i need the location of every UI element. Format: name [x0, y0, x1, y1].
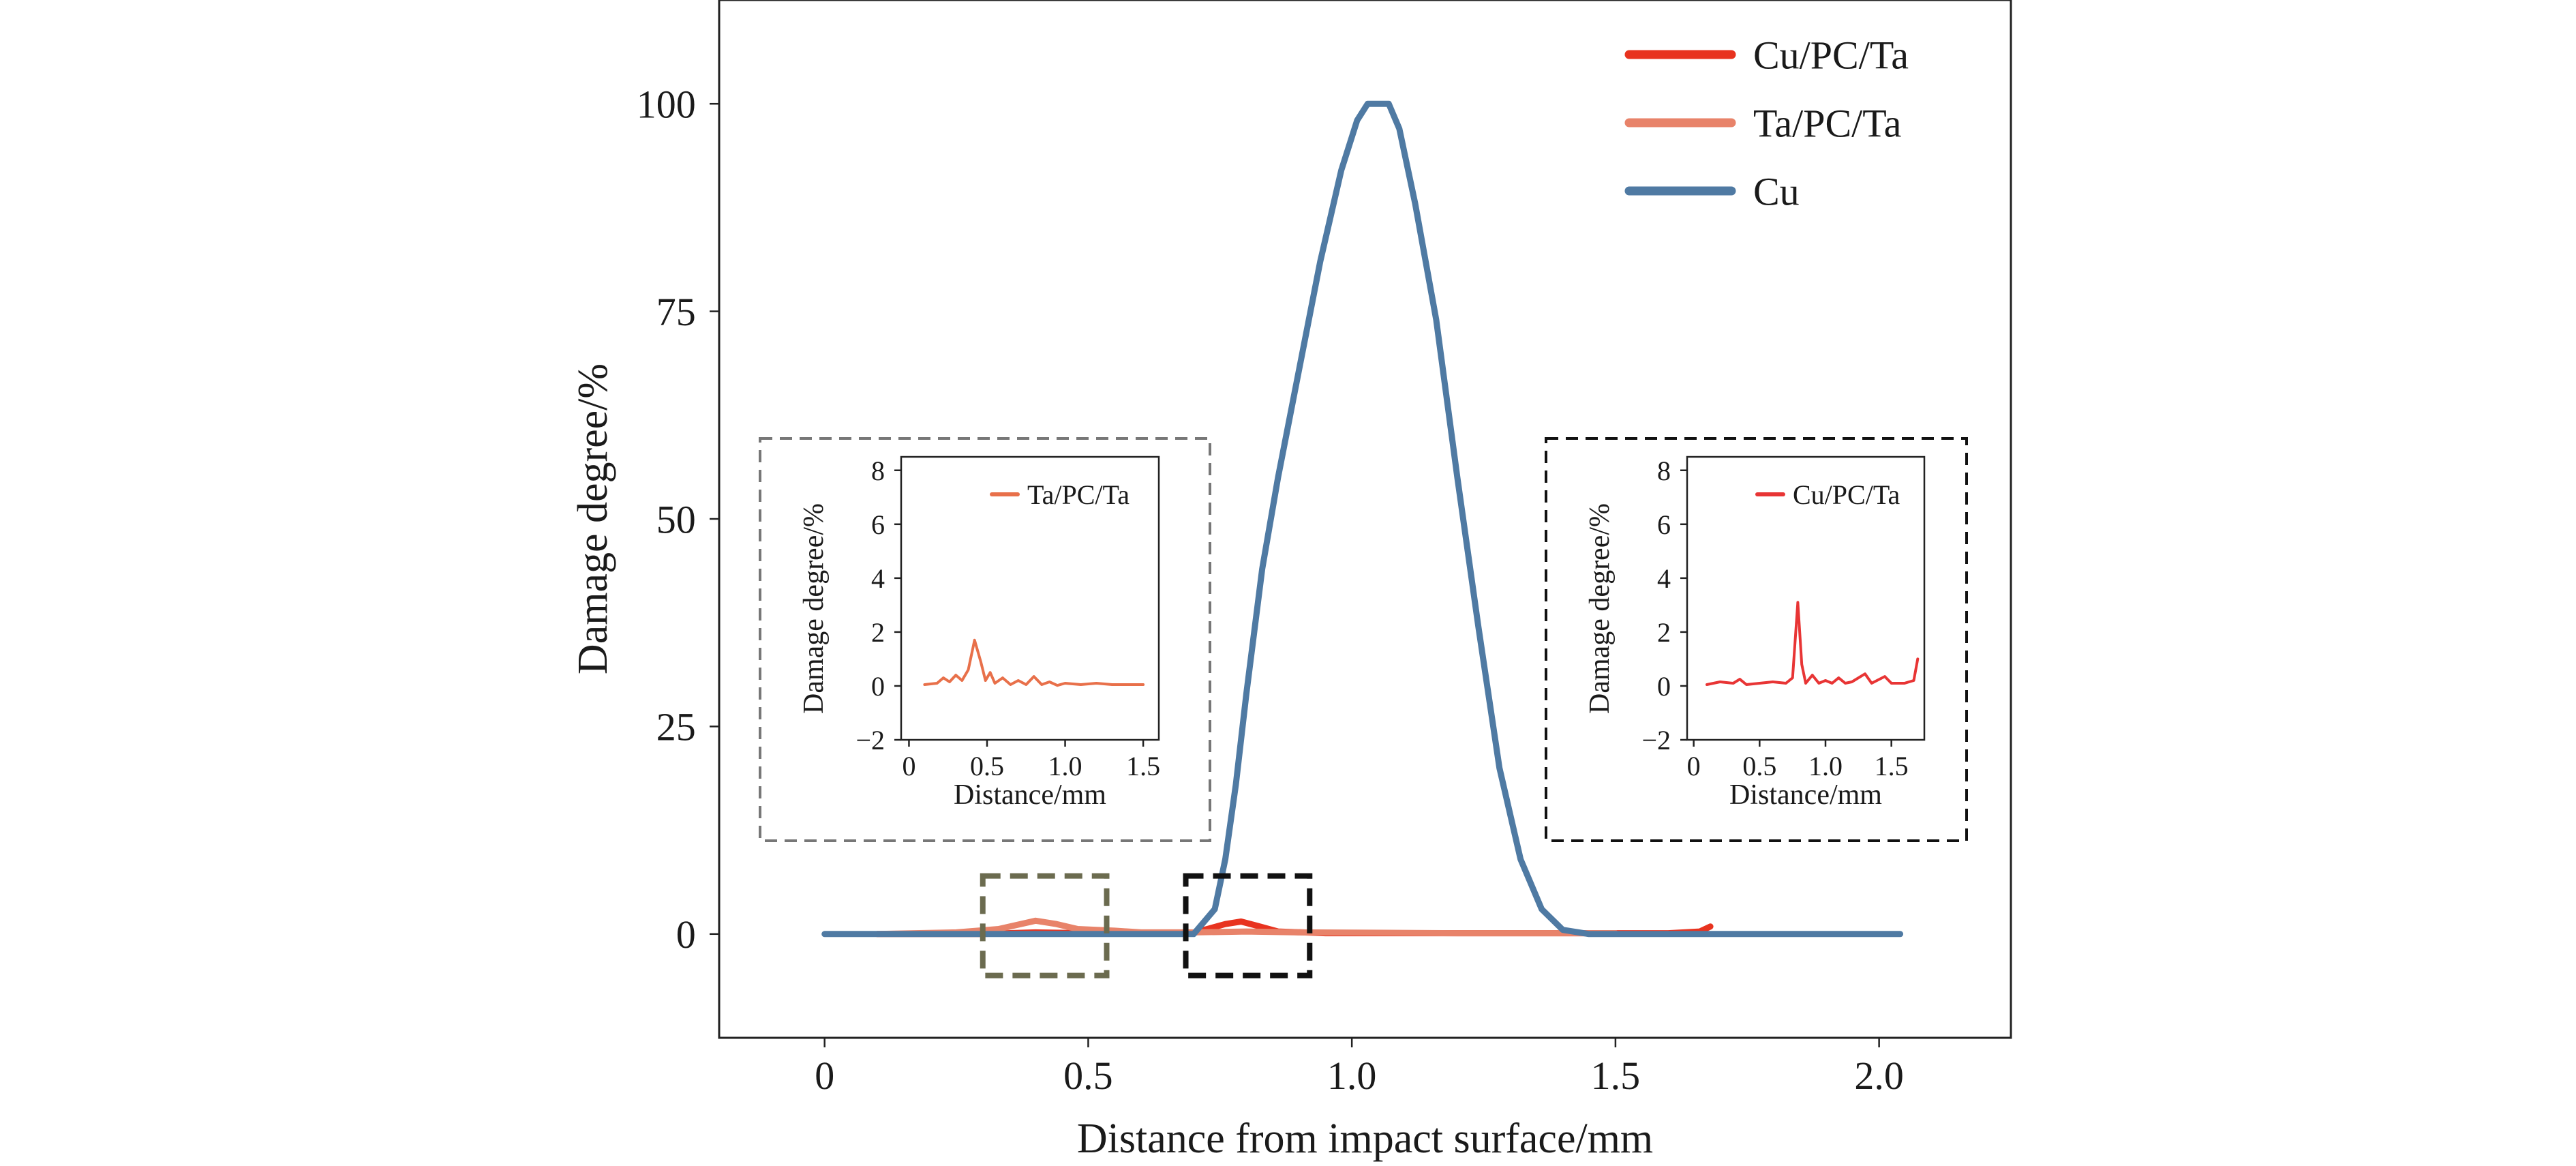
x-tick-label: 1.0: [1327, 1053, 1377, 1098]
inset-right-x-axis-label: Distance/mm: [1729, 779, 1882, 811]
inset-right-y-tick-label: 8: [1657, 455, 1671, 486]
legend-label-cu-pc-ta: Cu/PC/Ta: [1753, 33, 1909, 77]
inset-right-y-axis-label: Damage degree/%: [1584, 503, 1616, 714]
y-tick-label: 25: [656, 705, 696, 749]
series-ta-pc-ta-line: [874, 917, 1619, 938]
inset-right-x-tick-label: 0: [1687, 751, 1701, 781]
inset-right-x-tick-label: 0.5: [1742, 751, 1776, 781]
highlight-box-cu-region: [1183, 873, 1313, 978]
series-cu-line: [821, 100, 1904, 938]
inset-left-plot-frame: [900, 455, 1160, 741]
inset-right-panel: [1545, 437, 1968, 842]
highlight-box-ta-region: [980, 873, 1110, 978]
inset-right-y-tick-label: 2: [1657, 617, 1671, 648]
inset-left-x-tick-label: 0.5: [970, 751, 1004, 781]
y-tick-label: 100: [637, 83, 696, 127]
inset-left-y-tick-label: 2: [871, 617, 885, 648]
y-axis-label: Damage degree/%: [570, 363, 616, 674]
inset-left-x-axis-label: Distance/mm: [954, 779, 1106, 811]
x-axis-label: Distance from impact surface/mm: [1077, 1116, 1653, 1162]
inset-right-plot-frame: [1686, 455, 1926, 741]
x-tick-label: 2.0: [1854, 1053, 1904, 1098]
inset-left-legend-label-ta-pc-ta: Ta/PC/Ta: [1027, 479, 1130, 510]
inset-left-y-axis-label: Damage degree/%: [798, 503, 830, 714]
inset-right-x-tick-label: 1.5: [1875, 751, 1909, 781]
inset-right-legend-label-cu-pc-ta: Cu/PC/Ta: [1793, 479, 1900, 510]
inset-left-y-tick-label: 6: [871, 509, 885, 540]
legend-label-ta-pc-ta: Ta/PC/Ta: [1753, 101, 1901, 145]
inset-left-y-tick-label: −2: [855, 725, 885, 756]
inset_left-chart: 0 0.5 1.0 1.5 −2 0 2 4 6 8 Distance/mm Damage degre…: [798, 455, 1160, 811]
inset-right-y-tick-label: 4: [1657, 563, 1671, 594]
x-tick-label: 1.5: [1591, 1053, 1641, 1098]
legend-label-cu: Cu: [1753, 169, 1800, 213]
inset-left-x-tick-label: 1.5: [1126, 751, 1160, 781]
x-tick-label: 0.5: [1063, 1053, 1113, 1098]
inset-right-y-tick-label: 0: [1657, 671, 1671, 702]
inset-left-panel: [759, 437, 1211, 842]
y-tick-label: 50: [656, 497, 696, 541]
inset-left-x-tick-label: 1.0: [1048, 751, 1082, 781]
inset-right-y-tick-label: −2: [1641, 725, 1671, 756]
inset-left-x-tick-label: 0: [902, 751, 915, 781]
y-tick-label: 0: [676, 912, 696, 957]
inset-left-y-tick-label: 0: [871, 671, 885, 702]
inset-right-y-tick-label: 6: [1657, 509, 1671, 540]
inset_right-chart: 0 0.5 1.0 1.5 −2 0 2 4 6 8 Distance/mm Damage degre…: [1584, 455, 1926, 811]
inset-right-series-cu-pc-ta-line: [1706, 601, 1920, 686]
inset-left-y-tick-label: 8: [871, 455, 885, 486]
inset-left-series-ta-pc-ta-line: [923, 638, 1145, 687]
inset-right-x-tick-label: 1.0: [1808, 751, 1843, 781]
main-chart: 0 0.5 1.0 1.5 2.0 0 25 50 75 100 Distance from imp…: [570, 0, 2012, 1162]
x-tick-label: 0: [815, 1053, 834, 1098]
y-tick-label: 75: [656, 290, 696, 334]
inset-left-y-tick-label: 4: [871, 563, 885, 594]
